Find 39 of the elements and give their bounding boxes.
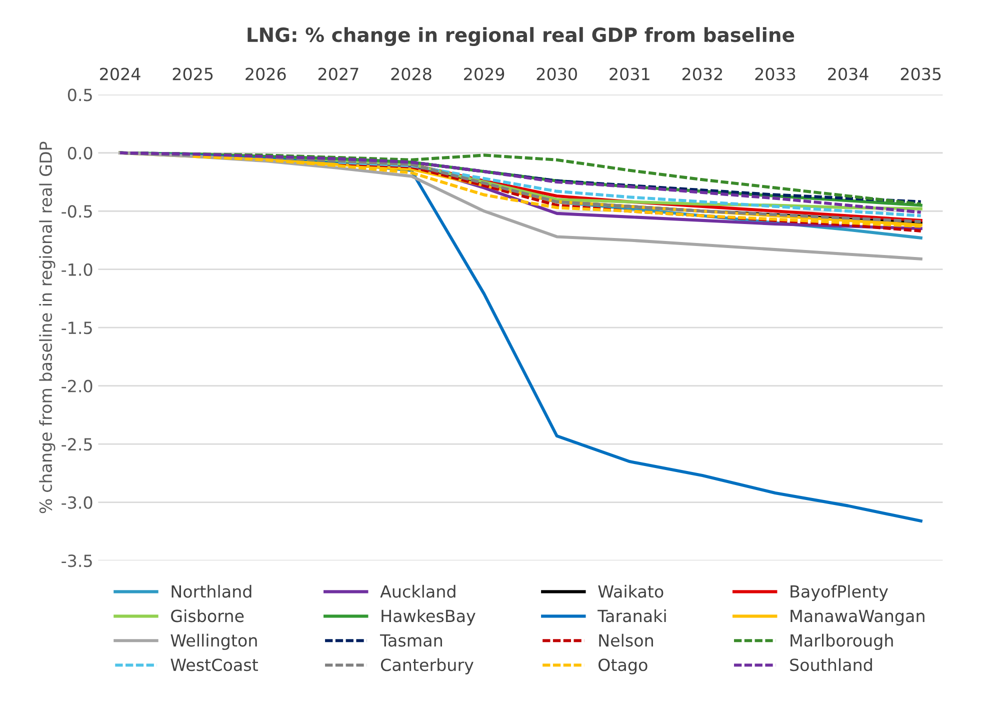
y-tick-label: 0.5 <box>68 88 92 102</box>
y-tick-label: 0.0 <box>68 146 92 160</box>
legend-label: Nelson <box>599 634 653 647</box>
x-tick-label: 2024 <box>100 68 140 80</box>
y-tick-label: -3.5 <box>62 554 92 568</box>
x-tick-label: 2035 <box>900 68 941 80</box>
legend-label: Taranaki <box>598 609 666 622</box>
legend-label: Marlborough <box>790 634 893 650</box>
x-tick-label: 2026 <box>246 68 286 80</box>
x-tick-label: 2034 <box>828 68 868 80</box>
x-tick-label: 2031 <box>610 68 650 80</box>
y-tick-label: -2.5 <box>62 438 92 451</box>
legend-label: BayofPlenty <box>790 584 888 602</box>
x-tick-label: 2030 <box>536 68 577 80</box>
x-tick-label: 2032 <box>682 68 722 80</box>
y-tick-label: -3.0 <box>62 496 92 509</box>
legend-label: Tasman <box>380 634 442 647</box>
legend-label: Southland <box>790 658 872 672</box>
x-tick-label: 2028 <box>391 68 432 80</box>
legend-label: Auckland <box>380 584 456 598</box>
y-axis-title: % change from baseline in regional real GDP <box>39 142 56 514</box>
legend-label: WestCoast <box>170 658 258 672</box>
y-tick-label: -0.5 <box>62 205 92 218</box>
legend-label: ManawaWangan <box>790 610 924 626</box>
chart-title: LNG: % change in regional real GDP from baseline <box>248 27 794 46</box>
legend-label: Northland <box>172 584 252 598</box>
legend-label: Otago <box>598 658 648 674</box>
legend-label: Waikato <box>598 584 664 598</box>
legend-label: Canterbury <box>380 658 474 674</box>
legend-label: Wellington <box>170 634 257 650</box>
legend-label: Gisborne <box>171 609 244 622</box>
x-tick-label: 2029 <box>464 68 504 80</box>
x-tick-label: 2033 <box>755 68 796 80</box>
x-tick-label: 2027 <box>318 68 358 80</box>
y-tick-label: -1.5 <box>62 322 92 334</box>
y-tick-label: -2.0 <box>62 380 92 392</box>
legend-label: HawkesBay <box>382 609 476 626</box>
y-tick-label: -1.0 <box>62 263 92 276</box>
x-tick-label: 2025 <box>172 68 213 80</box>
